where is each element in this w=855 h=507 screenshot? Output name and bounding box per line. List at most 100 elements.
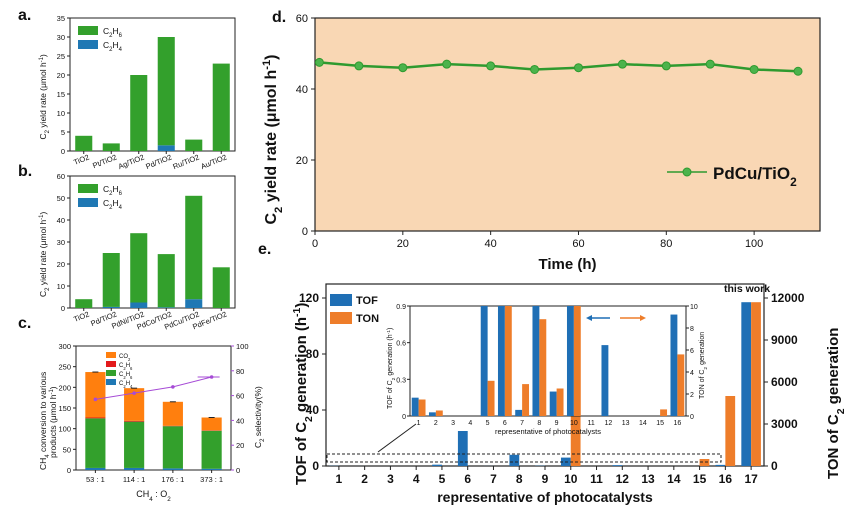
x-tick-label: 100 [745, 238, 763, 250]
bar-c2h4 [157, 145, 175, 151]
panel-label-d: d. [272, 9, 286, 26]
inset-frame [409, 305, 687, 417]
selectivity-line [95, 376, 212, 400]
panel-a-chart: 0 5 10 15 20 25 30 35 TiO2 Pt/TiO2Ag/TiO2Pd/TiO2R… [38, 14, 236, 172]
panel-label-a: a. [18, 7, 31, 24]
series-point [749, 64, 759, 74]
inset-x-axis-label: representative of photocatalysts [495, 427, 601, 436]
series-point [314, 57, 324, 67]
legend-swatch [106, 379, 116, 385]
inset-bar-ton [435, 410, 443, 416]
bar-tof [509, 454, 520, 466]
inset-bar-tof [532, 306, 540, 416]
bar-tof [741, 302, 752, 466]
legend-swatch [78, 184, 98, 193]
bar-tof [432, 464, 442, 466]
y2-tick-label: 0 [236, 466, 240, 475]
zoom-box [326, 453, 722, 463]
y-axis-label: TOF of C2 generation (h-1) [291, 303, 315, 485]
y2-axis-label: TON of C2 generation [825, 328, 847, 479]
bar-c2h6 [157, 37, 175, 146]
inset-y2-tick-label: 4 [690, 370, 694, 377]
inset-x-tick-label: 10 [570, 420, 578, 427]
series-point [793, 66, 803, 76]
inset-x-tick-label: 16 [673, 420, 681, 427]
panel-d-chart: 0 20 40 60 0 20 40 60 80 100 PdCu/TiO2 Time (h) C2 y… [261, 13, 821, 273]
bar-ton [570, 410, 581, 466]
bar-c2h6_red [124, 420, 145, 422]
x-tick-label: 176 : 1 [161, 475, 184, 484]
y-tick-label: 50 [57, 194, 65, 203]
inset-bar-ton [677, 354, 685, 416]
series-point [354, 61, 364, 71]
y-tick-label: 300 [58, 342, 71, 351]
y-tick-label: 35 [57, 14, 65, 23]
x-tick-label: 12 [616, 472, 630, 486]
panel-c-chart: 0 50 100 150 200 250 300 0 20 40 60 80 100 53 : 1 114 … [38, 342, 266, 503]
y-tick-label: 20 [57, 71, 65, 80]
inset-bar-ton [573, 306, 581, 416]
bar-c2h6_red [85, 417, 106, 419]
y-tick-label: 0 [67, 466, 71, 475]
panel-b-chart: 0102030405060TiO2Pd/TiO2PdNi/TiO2PdCo/Ti… [38, 172, 236, 332]
x-tick-label: 7 [490, 472, 497, 486]
y-axis-label: C2 yield rate (μmol h-1) [38, 54, 51, 139]
bar-c2h6 [212, 63, 230, 151]
x-tick-label: 1 [336, 472, 343, 486]
y-axis-label-line1: CH4 conversion to various [38, 372, 51, 470]
legend-swatch-tof [330, 294, 352, 306]
y-tick-label: 30 [57, 238, 65, 247]
y2-tick-label: 0 [771, 459, 778, 473]
inset-y2-tick-label: 0 [690, 414, 694, 421]
inset-y2-tick-label: 6 [690, 348, 694, 355]
y-tick-label: 0 [312, 459, 319, 473]
series-point [530, 64, 540, 74]
series-point [486, 61, 496, 71]
bar-c2h4 [130, 302, 148, 308]
y-tick-label: 40 [306, 403, 320, 417]
bar-ton [751, 302, 761, 466]
bar-c2h6 [162, 426, 183, 469]
x-tick-label: TiO2 [72, 153, 90, 167]
inset-x-tick-label: 15 [656, 420, 664, 427]
inset-bar-ton [487, 380, 495, 416]
bar-c2h4 [102, 306, 120, 308]
x-tick-label: 0 [312, 238, 318, 250]
inset-y-tick-label: 0.3 [396, 377, 406, 384]
annotation-this-work: this work [724, 283, 770, 295]
legend-swatch [78, 198, 98, 207]
legend-swatch [106, 352, 116, 358]
inset-bar-ton [539, 319, 547, 416]
x-tick-label: Ru/TiO2 [171, 153, 200, 172]
plot-frame [69, 17, 236, 152]
legend-label: C2H4 [103, 40, 123, 53]
inset-x-tick-label: 9 [555, 420, 559, 427]
inset-x-tick-label: 5 [486, 420, 490, 427]
bar-co2 [162, 401, 183, 426]
inset-bar-tof [428, 412, 436, 416]
legend-label: C2H6 [103, 184, 123, 197]
y-tick-label: 0 [302, 226, 308, 238]
x-tick-label: 4 [413, 472, 420, 486]
y-axis-label: C2 yield rate (μmol h-1) [38, 212, 51, 297]
y-tick-label: 40 [57, 216, 65, 225]
x-tick-label: 11 [590, 472, 603, 486]
series-point [442, 59, 452, 69]
bar-c2h6 [185, 195, 203, 300]
y-tick-label: 10 [57, 109, 65, 118]
y-tick-label: 250 [58, 363, 71, 372]
y-tick-label: 20 [296, 155, 308, 167]
y-tick-label: 10 [57, 282, 65, 291]
legend-label: C2H6 [119, 363, 133, 371]
x-tick-label: 40 [485, 238, 497, 250]
inset-x-tick-label: 7 [520, 420, 524, 427]
bar-ton [699, 459, 710, 466]
bar-tof [457, 431, 468, 466]
series-point [573, 63, 583, 73]
legend-label-tof: TOF [356, 295, 378, 307]
inset-x-tick-label: 4 [468, 420, 472, 427]
bar-c2h4 [124, 467, 145, 470]
x-tick-label: 6 [464, 472, 471, 486]
x-tick-label: Ag/TiO2 [117, 153, 146, 172]
x-tick-label: 114 : 1 [123, 475, 145, 484]
